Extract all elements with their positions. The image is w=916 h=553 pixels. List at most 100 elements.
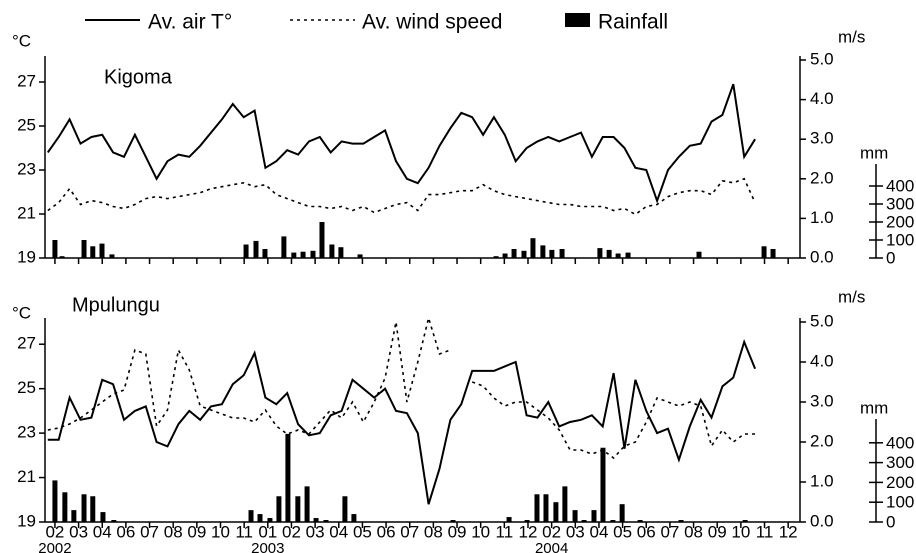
rain-bar bbox=[262, 249, 268, 258]
y3-tick-label: 300 bbox=[886, 194, 914, 213]
legend-label: Av. air T° bbox=[148, 11, 232, 34]
x-tick-label: 03 bbox=[306, 522, 325, 541]
rain-bar bbox=[59, 256, 65, 258]
x-tick-label: 09 bbox=[187, 522, 206, 541]
y-axis-unit: °C bbox=[12, 303, 31, 322]
y-tick-label: 23 bbox=[17, 423, 36, 442]
y2-tick-label: 2.0 bbox=[810, 168, 834, 187]
y3-tick-label: 200 bbox=[886, 212, 914, 231]
rain-bar bbox=[281, 236, 287, 258]
rain-bar bbox=[742, 520, 748, 522]
rain-bar bbox=[696, 251, 702, 258]
year-label: 2003 bbox=[251, 540, 284, 553]
x-tick-label: 11 bbox=[756, 522, 774, 541]
y3-tick-label: 100 bbox=[886, 493, 914, 512]
rain-bar bbox=[572, 510, 578, 522]
y2-tick-label: 3.0 bbox=[810, 391, 834, 410]
rain-bar bbox=[329, 244, 335, 258]
y-tick-label: 25 bbox=[17, 378, 36, 397]
x-tick-label: 07 bbox=[660, 522, 679, 541]
rain-bar bbox=[285, 433, 291, 522]
y2-tick-label: 5.0 bbox=[810, 311, 834, 330]
x-tick-label: 01 bbox=[258, 522, 277, 541]
x-tick-label: 08 bbox=[164, 522, 183, 541]
y-tick-label: 21 bbox=[17, 203, 36, 222]
legend-label: Rainfall bbox=[598, 11, 668, 34]
temperature-line bbox=[47, 339, 757, 505]
rain-bar bbox=[524, 520, 530, 522]
temperature-line bbox=[46, 83, 756, 204]
x-tick-label: 04 bbox=[589, 522, 608, 541]
rain-bar bbox=[559, 249, 565, 258]
legend-swatch bbox=[565, 13, 590, 27]
rain-bar bbox=[625, 252, 631, 258]
panel-title: Kigoma bbox=[104, 66, 173, 88]
y-tick-label: 23 bbox=[17, 159, 36, 178]
rain-bar bbox=[304, 486, 310, 522]
y2-tick-label: 1.0 bbox=[810, 208, 834, 227]
rain-bar bbox=[267, 518, 273, 522]
y3-axis-unit: mm bbox=[860, 143, 888, 162]
x-tick-label: 07 bbox=[140, 522, 159, 541]
rain-bar bbox=[52, 240, 58, 258]
y3-tick-label: 400 bbox=[886, 433, 914, 452]
rain-bar bbox=[253, 240, 259, 258]
rain-bar bbox=[493, 256, 499, 258]
rain-bar bbox=[610, 520, 616, 522]
y2-tick-label: 0.0 bbox=[810, 511, 834, 530]
rain-bar bbox=[553, 502, 559, 522]
rain-bar bbox=[597, 248, 603, 258]
rain-bar bbox=[276, 496, 282, 522]
y2-tick-label: 2.0 bbox=[810, 431, 834, 450]
x-tick-label: 06 bbox=[637, 522, 656, 541]
x-tick-label: 04 bbox=[93, 522, 112, 541]
rain-bar bbox=[351, 514, 357, 522]
rain-bar bbox=[637, 520, 643, 522]
x-tick-label: 02 bbox=[542, 522, 561, 541]
y3-tick-label: 300 bbox=[886, 453, 914, 472]
y3-tick-label: 0 bbox=[886, 248, 895, 267]
y2-axis-unit: m/s bbox=[838, 27, 865, 46]
rain-bar bbox=[71, 510, 77, 522]
year-label: 2004 bbox=[535, 540, 568, 553]
x-tick-label: 09 bbox=[708, 522, 727, 541]
y2-tick-label: 3.0 bbox=[810, 129, 834, 148]
y2-tick-label: 0.0 bbox=[810, 247, 834, 266]
y-axis-unit: °C bbox=[12, 31, 31, 50]
y3-tick-label: 0 bbox=[886, 512, 895, 531]
year-label: 2002 bbox=[38, 540, 71, 553]
x-tick-label: 03 bbox=[566, 522, 585, 541]
y2-tick-label: 4.0 bbox=[810, 351, 834, 370]
y-tick-label: 19 bbox=[17, 511, 36, 530]
x-tick-label: 10 bbox=[211, 522, 230, 541]
x-tick-label: 02 bbox=[282, 522, 301, 541]
rain-bar bbox=[549, 249, 555, 258]
x-tick-label: 08 bbox=[684, 522, 703, 541]
rain-bar bbox=[99, 243, 105, 258]
x-tick-label: 09 bbox=[448, 522, 467, 541]
panel-title: Mpulungu bbox=[72, 294, 160, 316]
y3-tick-label: 200 bbox=[886, 473, 914, 492]
rain-bar bbox=[90, 496, 96, 522]
y2-tick-label: 5.0 bbox=[810, 49, 834, 68]
rain-bar bbox=[338, 247, 344, 258]
rain-bar bbox=[502, 253, 508, 258]
y-tick-label: 25 bbox=[17, 115, 36, 134]
rain-bar bbox=[581, 520, 587, 522]
rain-bar bbox=[90, 246, 96, 258]
rain-bar bbox=[81, 494, 87, 522]
rain-bar bbox=[761, 246, 767, 258]
rain-bar bbox=[591, 510, 597, 522]
x-tick-label: 03 bbox=[69, 522, 88, 541]
legend-label: Av. wind speed bbox=[362, 11, 502, 34]
y-tick-label: 21 bbox=[17, 467, 36, 486]
y-tick-label: 19 bbox=[17, 247, 36, 266]
rain-bar bbox=[342, 496, 348, 522]
x-tick-label: 11 bbox=[496, 522, 514, 541]
y3-axis-unit: mm bbox=[860, 398, 888, 417]
rain-bar bbox=[770, 249, 776, 258]
rain-bar bbox=[295, 496, 301, 522]
rain-bar bbox=[300, 251, 306, 258]
